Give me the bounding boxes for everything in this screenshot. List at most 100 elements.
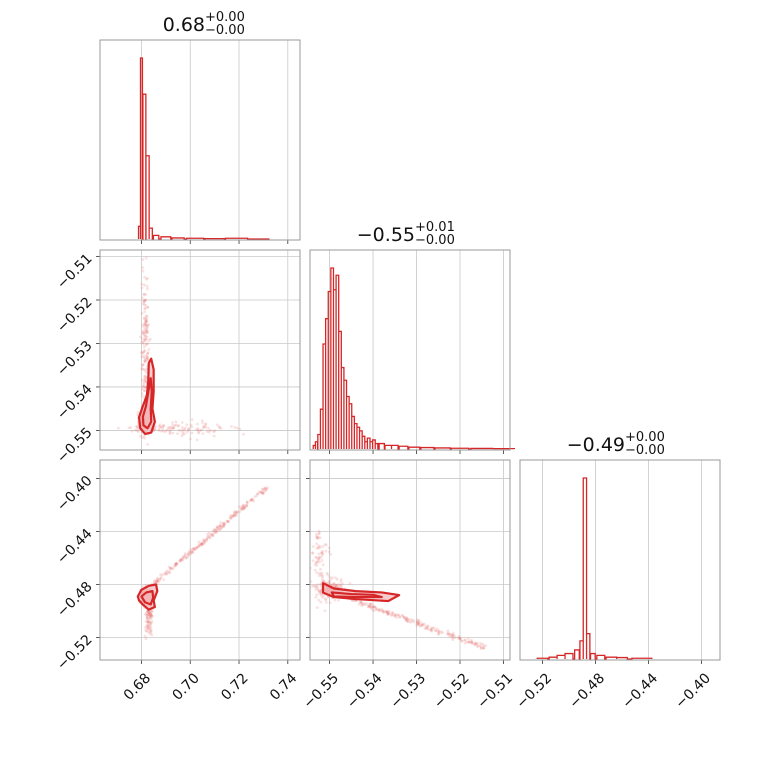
- x-tick-label: −0.40: [672, 670, 714, 712]
- sample-point: [146, 342, 149, 345]
- sample-point: [162, 424, 166, 428]
- sample-point: [416, 620, 419, 624]
- sample-point: [149, 629, 153, 632]
- sample-point: [144, 303, 148, 307]
- histogram-bin: [326, 319, 329, 449]
- sample-point: [420, 623, 424, 627]
- sample-point: [200, 419, 204, 422]
- sample-point: [256, 492, 260, 496]
- sample-point: [200, 543, 204, 547]
- sample-point: [386, 612, 390, 616]
- histogram-bin: [365, 442, 368, 449]
- sample-point: [209, 532, 213, 536]
- sample-point: [146, 326, 149, 329]
- sample-point: [202, 540, 205, 543]
- sample-point: [317, 532, 321, 536]
- sample-point: [316, 560, 319, 564]
- histogram-step: [312, 267, 515, 450]
- sample-point: [148, 629, 152, 632]
- sample-point: [190, 550, 194, 554]
- sample-point: [458, 636, 462, 640]
- sample-point: [482, 644, 485, 648]
- sample-point: [315, 556, 319, 559]
- sample-point: [369, 602, 372, 606]
- sample-point: [385, 610, 389, 614]
- sample-point: [334, 584, 338, 588]
- sample-point: [360, 601, 364, 604]
- sample-point: [203, 539, 207, 543]
- sample-point: [403, 616, 407, 620]
- sample-point: [142, 322, 146, 326]
- density-contour: [140, 590, 155, 606]
- sample-point: [320, 551, 324, 555]
- sample-point: [256, 492, 259, 496]
- sample-point: [144, 334, 148, 338]
- sample-point: [141, 296, 144, 300]
- sample-point: [174, 564, 178, 568]
- sample-point: [148, 620, 152, 624]
- sample-point: [404, 617, 408, 621]
- sample-point: [242, 506, 246, 509]
- sample-point: [147, 625, 150, 629]
- sample-point: [146, 356, 149, 360]
- sample-point: [163, 572, 166, 576]
- histogram-bin: [385, 445, 392, 449]
- panel-scatter-5: −0.55 −0.54 −0.53 −0.52 −0.51: [301, 459, 516, 712]
- sample-point: [447, 634, 451, 638]
- sample-point: [147, 610, 151, 614]
- sample-point: [241, 507, 245, 511]
- sample-point: [142, 300, 146, 303]
- sample-point: [170, 567, 174, 571]
- sample-point: [145, 358, 149, 362]
- sample-point: [218, 426, 221, 429]
- plot-area: [310, 460, 510, 660]
- sample-point: [142, 316, 146, 320]
- sample-point: [201, 432, 205, 436]
- sample-point: [380, 609, 384, 613]
- x-tick-label: −0.44: [619, 670, 661, 712]
- sample-point: [436, 632, 440, 636]
- sample-point: [146, 626, 149, 630]
- sample-point: [144, 619, 148, 623]
- sample-point: [437, 631, 441, 635]
- sample-point: [184, 556, 188, 560]
- sample-point: [408, 620, 412, 624]
- sample-point: [241, 505, 245, 509]
- sample-point: [315, 547, 319, 550]
- sample-point: [233, 425, 237, 429]
- sample-point: [173, 424, 177, 427]
- sample-point: [144, 323, 147, 327]
- sample-point: [198, 543, 202, 547]
- sample-point: [144, 321, 148, 325]
- sample-point: [257, 490, 261, 494]
- sample-point: [176, 424, 180, 428]
- histogram-bin: [341, 368, 344, 449]
- sample-point: [318, 536, 322, 540]
- sample-point: [143, 298, 147, 302]
- sample-point: [195, 546, 198, 549]
- sample-point: [200, 542, 204, 546]
- histogram-bin: [140, 58, 142, 239]
- sample-point: [238, 427, 242, 431]
- sample-point: [378, 609, 381, 613]
- histogram-bin: [597, 655, 605, 659]
- sample-point: [146, 354, 149, 358]
- sample-point: [328, 601, 332, 605]
- histogram-bin: [549, 657, 557, 659]
- sample-point: [162, 429, 165, 433]
- sample-point: [212, 529, 216, 533]
- sample-point: [144, 612, 148, 616]
- sample-point: [143, 379, 147, 383]
- sample-point: [140, 355, 144, 359]
- title-median: −0.49: [567, 434, 625, 456]
- sample-point: [197, 542, 201, 546]
- x-tick-label: −0.48: [566, 670, 608, 712]
- sample-point: [153, 427, 157, 431]
- sample-point: [149, 612, 153, 616]
- sample-point: [319, 592, 323, 595]
- sample-point: [233, 511, 237, 515]
- sample-point: [146, 351, 150, 355]
- histogram-bin: [313, 445, 315, 449]
- sample-point: [142, 300, 146, 303]
- sample-point: [432, 626, 436, 630]
